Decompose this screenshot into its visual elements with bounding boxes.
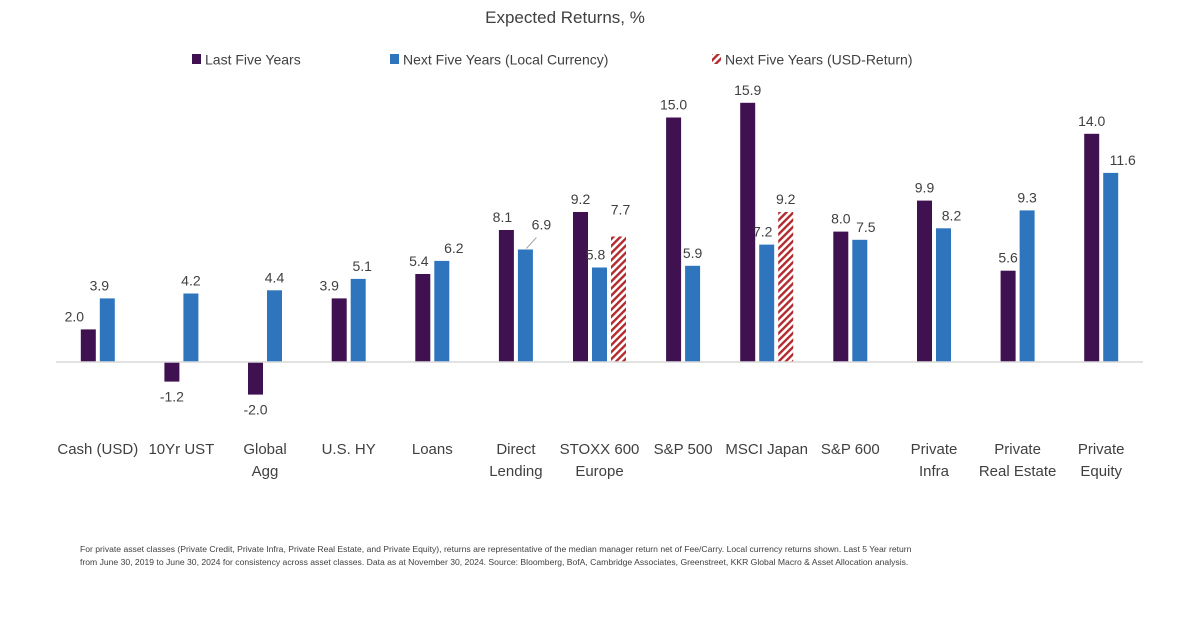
value-label: 8.0 bbox=[831, 211, 851, 227]
value-label: 14.0 bbox=[1078, 113, 1105, 129]
value-label: 9.2 bbox=[571, 191, 591, 207]
bar-last-five-years-direct-lending bbox=[498, 230, 514, 362]
category-label-private-infra: Infra bbox=[919, 463, 950, 480]
value-label: 9.9 bbox=[915, 180, 935, 196]
value-label: 2.0 bbox=[65, 308, 85, 324]
category-label-private-real-estate: Real Estate bbox=[979, 463, 1057, 480]
value-label: -2.0 bbox=[243, 402, 267, 418]
value-label: 8.2 bbox=[942, 207, 962, 223]
value-label: 5.4 bbox=[409, 253, 429, 269]
category-label-private-infra: Private bbox=[911, 441, 958, 458]
legend-label: Last Five Years bbox=[205, 52, 301, 68]
bar-next-five-years-local-currency-u-s-hy bbox=[350, 278, 366, 362]
bar-next-five-years-local-currency-stoxx-600-europe bbox=[592, 267, 607, 362]
value-label: 7.7 bbox=[611, 202, 631, 218]
bar-next-five-years-usd-return-msci-japan bbox=[778, 212, 794, 362]
category-label-direct-lending: Lending bbox=[489, 463, 542, 480]
bar-last-five-years-msci-japan bbox=[740, 102, 756, 363]
bar-next-five-years-local-currency-direct-lending bbox=[517, 249, 533, 362]
value-label: 3.9 bbox=[319, 277, 339, 293]
legend-item-next-five-years-usd-return: Next Five Years (USD-Return) bbox=[712, 52, 913, 68]
value-label: 15.0 bbox=[660, 97, 687, 113]
value-label: 3.9 bbox=[90, 277, 110, 293]
bar-last-five-years-cash-usd bbox=[80, 329, 96, 362]
value-label: 7.2 bbox=[753, 224, 773, 240]
legend-swatch bbox=[390, 54, 399, 64]
bar-last-five-years-u-s-hy bbox=[331, 298, 347, 362]
legend-swatch bbox=[712, 54, 721, 64]
category-label-cash-usd: Cash (USD) bbox=[57, 441, 138, 458]
value-label: 15.9 bbox=[734, 82, 761, 98]
legend-swatch bbox=[192, 54, 201, 64]
footnote-line-2: from June 30, 2019 to June 30, 2024 for … bbox=[80, 557, 909, 567]
legend-item-next-five-years-local-currency: Next Five Years (Local Currency) bbox=[390, 52, 608, 68]
value-label: 8.1 bbox=[493, 209, 513, 225]
bar-next-five-years-local-currency-s-p-600 bbox=[852, 239, 868, 363]
bar-next-five-years-usd-return-stoxx-600-europe bbox=[611, 236, 626, 362]
legend: Last Five Years Next Five Years (Local Cu… bbox=[192, 52, 913, 68]
value-label: -1.2 bbox=[160, 389, 184, 405]
bar-last-five-years-private-equity bbox=[1084, 133, 1100, 362]
bar-next-five-years-local-currency-private-infra bbox=[936, 228, 951, 362]
category-label-msci-japan: MSCI Japan bbox=[725, 441, 808, 458]
category-label-private-equity: Private bbox=[1078, 441, 1125, 458]
category-label-stoxx-600-europe: STOXX 600 bbox=[560, 441, 640, 458]
bar-next-five-years-local-currency-s-p-500 bbox=[685, 265, 701, 362]
value-label: 5.1 bbox=[352, 258, 372, 274]
footnote: For private asset classes (Private Credi… bbox=[80, 543, 1100, 569]
bars bbox=[80, 102, 1119, 395]
category-label-private-equity: Equity bbox=[1080, 463, 1122, 480]
category-label-global-agg: Agg bbox=[252, 463, 279, 480]
category-label-stoxx-600-europe: Europe bbox=[575, 463, 623, 480]
category-label-10yr-ust: 10Yr UST bbox=[148, 441, 214, 458]
category-label-u-s-hy: U.S. HY bbox=[322, 441, 376, 458]
value-label: 7.5 bbox=[856, 219, 876, 235]
value-label: 9.2 bbox=[776, 191, 796, 207]
category-label-loans: Loans bbox=[412, 441, 453, 458]
category-label-direct-lending: Direct bbox=[496, 441, 536, 458]
bar-last-five-years-loans bbox=[415, 274, 431, 362]
category-label-s-p-600: S&P 600 bbox=[821, 441, 880, 458]
bar-next-five-years-local-currency-private-real-estate bbox=[1019, 210, 1035, 362]
category-labels: Cash (USD) 10Yr UST Global Agg U.S. HY Loans D… bbox=[57, 441, 1124, 480]
chart-title: Expected Returns, % bbox=[485, 8, 645, 27]
bar-next-five-years-local-currency-msci-japan bbox=[759, 244, 775, 362]
bar-last-five-years-private-infra bbox=[917, 200, 932, 362]
bar-next-five-years-local-currency-global-agg bbox=[267, 290, 282, 362]
label-leader-line bbox=[526, 237, 537, 249]
value-label: 5.6 bbox=[998, 250, 1018, 266]
legend-label: Next Five Years (USD-Return) bbox=[725, 52, 913, 68]
footnote-line-1: For private asset classes (Private Credi… bbox=[80, 544, 912, 554]
category-label-s-p-500: S&P 500 bbox=[654, 441, 713, 458]
legend-label: Next Five Years (Local Currency) bbox=[403, 52, 608, 68]
value-label: 5.9 bbox=[683, 245, 703, 261]
category-label-private-real-estate: Private bbox=[994, 441, 1041, 458]
legend-item-last-five-years: Last Five Years bbox=[192, 52, 301, 68]
value-label: 4.2 bbox=[181, 273, 201, 289]
bar-last-five-years-10yr-ust bbox=[164, 362, 180, 382]
bar-last-five-years-stoxx-600-europe bbox=[573, 212, 588, 362]
value-label: 4.4 bbox=[265, 269, 285, 285]
bar-next-five-years-local-currency-10yr-ust bbox=[183, 293, 199, 362]
bar-last-five-years-s-p-500 bbox=[666, 117, 682, 362]
bar-last-five-years-private-real-estate bbox=[1000, 270, 1016, 362]
value-label: 5.8 bbox=[586, 247, 606, 263]
value-label: 11.6 bbox=[1110, 152, 1136, 168]
value-label: 6.2 bbox=[444, 240, 464, 256]
category-label-global-agg: Global bbox=[243, 441, 286, 458]
value-label: 6.9 bbox=[532, 217, 552, 233]
value-label: 9.3 bbox=[1017, 189, 1037, 205]
bar-last-five-years-global-agg bbox=[248, 362, 263, 395]
bar-next-five-years-local-currency-cash-usd bbox=[99, 298, 115, 362]
bar-last-five-years-s-p-600 bbox=[833, 231, 849, 362]
bar-next-five-years-local-currency-private-equity bbox=[1103, 172, 1119, 362]
value-labels: 2.0 3.9 -1.2 4.2 -2.0 4.4 3.9 5.1 5.4 6.2 8.1 6.9 9.… bbox=[65, 82, 1136, 418]
bar-next-five-years-local-currency-loans bbox=[434, 260, 450, 362]
